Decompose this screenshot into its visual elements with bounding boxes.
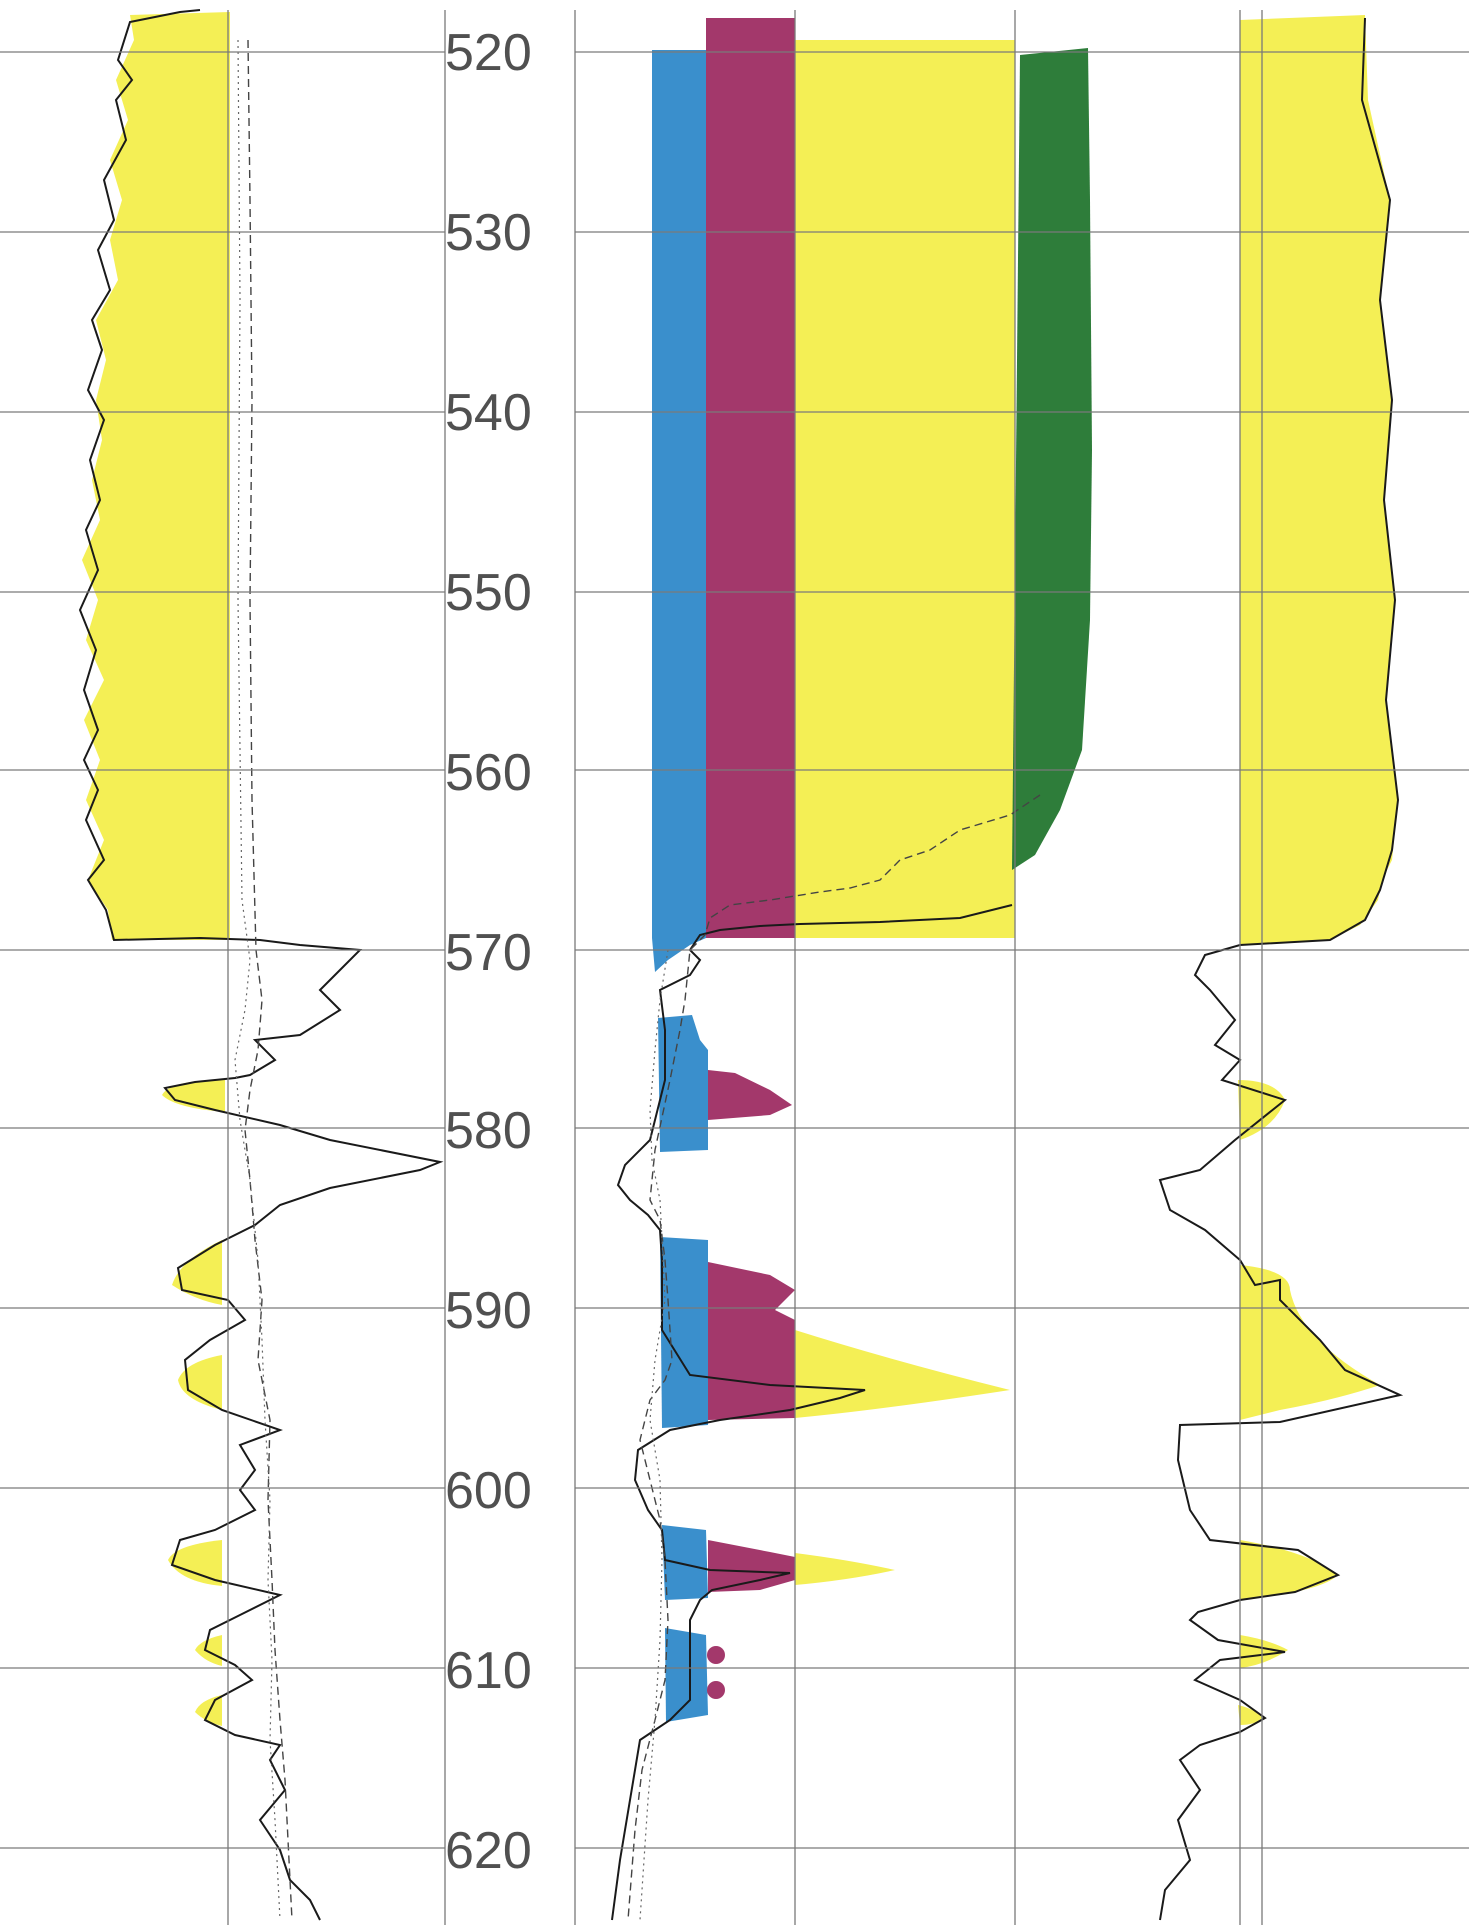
depth-label: 570: [445, 924, 532, 982]
track1-dashed-curve-1: [244, 39, 293, 1921]
track1-yellow-bump-1: [162, 1080, 225, 1112]
track1-yellow-upper-fill: [82, 12, 230, 940]
track2-blue-tail: [652, 938, 706, 972]
track2-blue-block-4: [665, 1628, 708, 1722]
track1-yellow-bump-2: [172, 1240, 222, 1305]
track2-dashed-curve: [627, 794, 1041, 1921]
track2-blue-block-2: [660, 1237, 708, 1428]
track2-purple-dot-1: [707, 1646, 725, 1664]
track2-blue-column: [652, 50, 706, 938]
track2-blue-block-1: [658, 1015, 708, 1152]
track2-blue-block-3: [662, 1525, 708, 1600]
depth-label: 540: [445, 384, 532, 442]
track2-solid-curve: [611, 904, 1013, 1921]
depth-scale: 520 530 540 550 560 570 580 590 600 610 …: [445, 24, 532, 1880]
depth-label: 610: [445, 1642, 532, 1700]
depth-label: 530: [445, 204, 532, 262]
track1-yellow-bump-5: [195, 1635, 222, 1666]
track2-yellow-peak-2: [795, 1330, 1010, 1418]
track1-solid-curve: [78, 9, 444, 1921]
track3-yellow-bump-4: [1240, 1635, 1288, 1668]
track3-yellow-bump-5: [1238, 1705, 1262, 1725]
track2-yellow-column: [795, 40, 1015, 938]
track1-yellow-bump-3: [178, 1355, 222, 1410]
depth-label: 520: [445, 24, 532, 82]
track3-yellow-bump-2: [1240, 1265, 1380, 1420]
depth-label: 590: [445, 1282, 532, 1340]
track2-purple-peak-2: [708, 1262, 795, 1420]
track3-solid-curve: [1158, 17, 1404, 1921]
track-3: [1158, 15, 1404, 1921]
track2-yellow-peak-3: [795, 1553, 895, 1585]
track-2: [611, 18, 1092, 1921]
track2-purple-dot-2: [707, 1681, 725, 1699]
depth-label: 600: [445, 1462, 532, 1520]
track2-green-column: [1012, 48, 1092, 870]
depth-label: 560: [445, 744, 532, 802]
track1-yellow-bump-4: [168, 1540, 222, 1586]
track-1: [78, 9, 444, 1921]
depth-label: 580: [445, 1102, 532, 1160]
track3-yellow-upper-fill: [1240, 15, 1398, 945]
track2-purple-peak-1: [708, 1070, 792, 1120]
grid: [0, 10, 1469, 1925]
track1-yellow-bump-6: [195, 1695, 222, 1726]
track2-dotted-curve: [639, 949, 669, 1921]
depth-label: 550: [445, 564, 532, 622]
track1-dashed-curve-2: [234, 39, 281, 1921]
depth-label: 620: [445, 1822, 532, 1880]
track2-purple-column: [706, 18, 795, 938]
track2-purple-peak-3: [708, 1540, 835, 1592]
